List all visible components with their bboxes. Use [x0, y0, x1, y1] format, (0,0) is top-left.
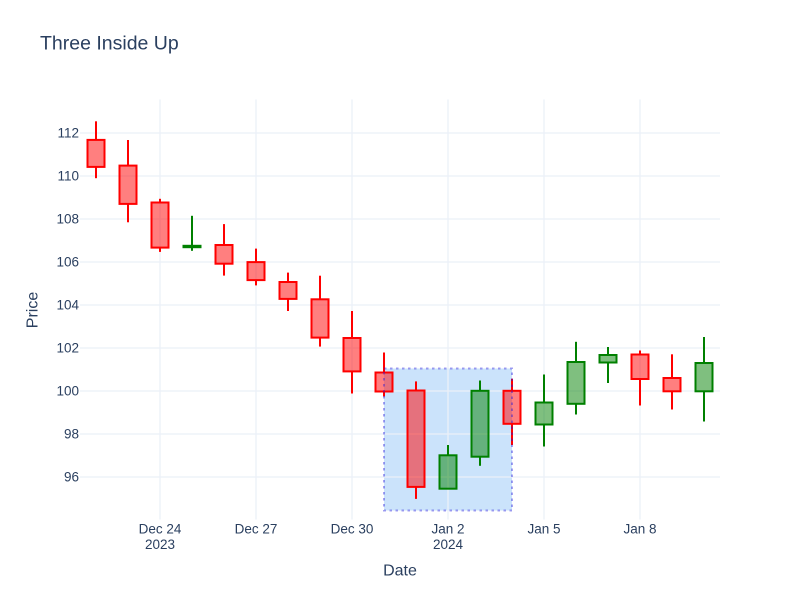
- svg-text:Three Inside Up: Three Inside Up: [40, 33, 179, 55]
- svg-text:Dec 27: Dec 27: [235, 522, 278, 537]
- svg-text:102: 102: [56, 341, 79, 356]
- svg-text:Dec 24: Dec 24: [139, 522, 182, 537]
- svg-text:2024: 2024: [433, 537, 464, 552]
- svg-text:112: 112: [57, 126, 79, 141]
- svg-text:Jan 8: Jan 8: [623, 522, 656, 537]
- svg-text:98: 98: [64, 427, 79, 442]
- svg-text:Jan 2: Jan 2: [431, 522, 464, 537]
- svg-text:106: 106: [56, 255, 79, 270]
- svg-text:108: 108: [56, 212, 79, 227]
- svg-text:100: 100: [56, 384, 79, 399]
- svg-text:Jan 5: Jan 5: [527, 522, 560, 537]
- svg-text:2023: 2023: [145, 537, 175, 552]
- svg-text:96: 96: [64, 470, 79, 485]
- svg-text:Dec 30: Dec 30: [331, 522, 374, 537]
- svg-text:Price: Price: [24, 292, 41, 329]
- svg-text:110: 110: [57, 169, 79, 184]
- svg-text:Date: Date: [383, 563, 417, 580]
- svg-text:104: 104: [56, 298, 79, 313]
